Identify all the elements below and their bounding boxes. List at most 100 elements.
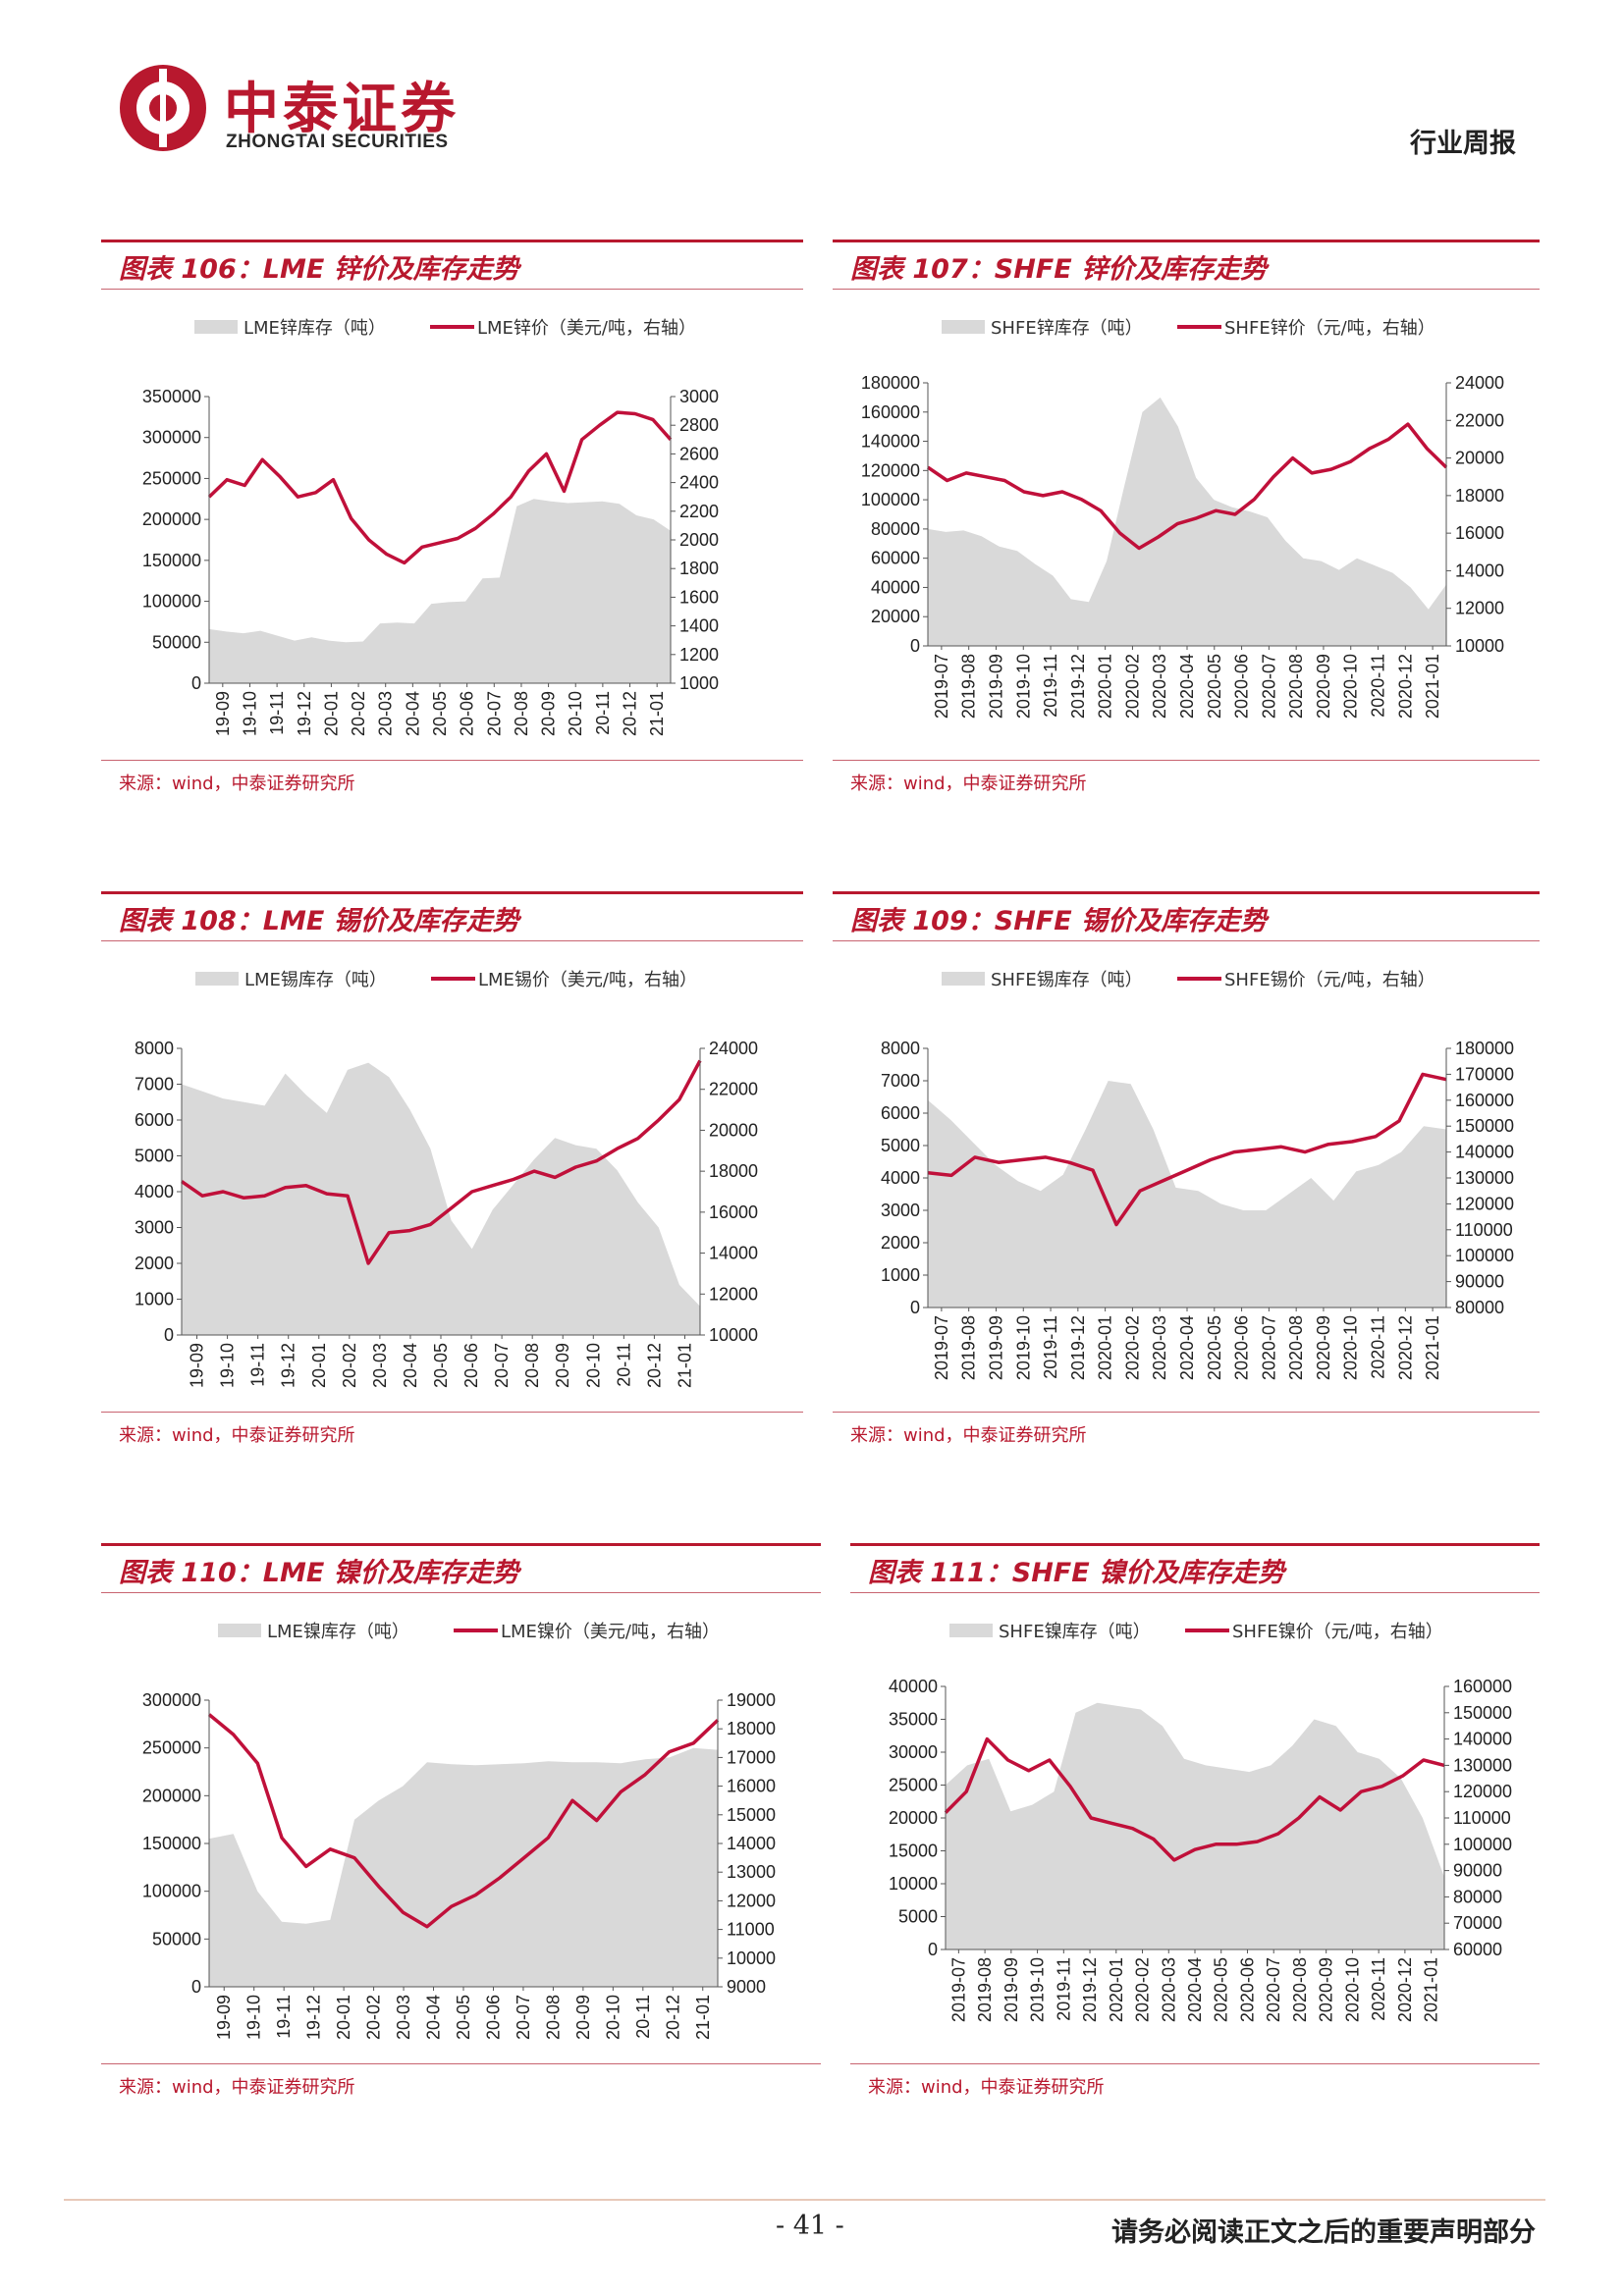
y-left-tick-label: 250000 bbox=[142, 468, 201, 488]
y-right-tick-label: 14000 bbox=[1455, 561, 1504, 580]
y-right-tick-label: 80000 bbox=[1453, 1887, 1502, 1906]
x-tick-label: 2019-11 bbox=[1054, 1957, 1073, 2021]
y-left-tick-label: 100000 bbox=[142, 592, 201, 612]
chart-svg: SHFE锡库存（吨） SHFE锡价（元/吨，右轴） 0 1000 2000 3000 400… bbox=[881, 970, 1514, 1380]
y-left-tick-label: 5000 bbox=[881, 1136, 920, 1155]
y-right-tick-label: 140000 bbox=[1455, 1143, 1514, 1162]
y-left-tick-label: 0 bbox=[191, 673, 201, 693]
panel-top-rule bbox=[850, 1543, 1540, 1546]
legend-stock-swatch bbox=[194, 320, 238, 334]
x-tick-label: 2020-03 bbox=[1159, 1957, 1178, 2022]
y-left-tick-label: 40000 bbox=[871, 577, 920, 597]
y-right-tick-label: 11000 bbox=[727, 1920, 775, 1940]
y-left-tick-label: 4000 bbox=[881, 1168, 920, 1188]
y-left-tick-label: 300000 bbox=[142, 428, 201, 448]
y-right-tick-label: 14000 bbox=[727, 1834, 776, 1853]
y-right-tick-label: 1400 bbox=[679, 616, 719, 636]
chart-legend: SHFE锡库存（吨） SHFE锡价（元/吨，右轴） bbox=[942, 970, 1435, 990]
y-left-tick-label: 8000 bbox=[135, 1039, 174, 1058]
panel-bottom-rule bbox=[833, 1412, 1540, 1413]
x-tick-label: 20-08 bbox=[522, 1343, 542, 1388]
x-tick-label: 2019-07 bbox=[932, 1315, 951, 1380]
x-tick-label: 2020-09 bbox=[1317, 1957, 1336, 2022]
y-right-tick-label: 15000 bbox=[727, 1805, 776, 1825]
x-tick-label: 19-10 bbox=[244, 1995, 264, 2040]
x-tick-label: 20-06 bbox=[458, 691, 477, 736]
legend-stock-label: SHFE镍库存（吨） bbox=[999, 1622, 1151, 1642]
x-tick-label: 20-06 bbox=[461, 1343, 481, 1388]
price-line bbox=[207, 1713, 720, 1929]
legend-price-label: SHFE镍价（元/吨，右轴） bbox=[1232, 1622, 1443, 1642]
chart-panel-106: 图表 106：LME 锌价及库存走势 LME锌库存（吨） LME锌价（美元/吨，右… bbox=[101, 240, 803, 809]
y-left-tick-label: 20000 bbox=[871, 607, 920, 626]
x-tick-label: 2019-10 bbox=[1013, 654, 1033, 719]
y-left-tick-label: 0 bbox=[191, 1977, 201, 1997]
y-right-tick-label: 180000 bbox=[1455, 1039, 1514, 1058]
legend-stock-swatch bbox=[942, 972, 985, 986]
y-right-tick-label: 150000 bbox=[1455, 1116, 1514, 1136]
y-left-tick-label: 1000 bbox=[135, 1290, 174, 1309]
panel-title-rule bbox=[101, 289, 803, 290]
x-tick-label: 19-10 bbox=[218, 1343, 238, 1388]
chart-title: 图表 109：SHFE 锡价及库存走势 bbox=[850, 906, 1268, 936]
x-tick-label: 19-11 bbox=[274, 1995, 294, 2039]
y-right-tick-label: 90000 bbox=[1453, 1861, 1502, 1881]
y-left-tick-label: 2000 bbox=[135, 1254, 174, 1273]
x-tick-label: 20-06 bbox=[483, 1995, 503, 2040]
y-left-tick-label: 15000 bbox=[889, 1842, 938, 1861]
x-tick-label: 2020-06 bbox=[1232, 654, 1252, 719]
y-right-tick-label: 120000 bbox=[1455, 1194, 1514, 1213]
x-tick-label: 2019-10 bbox=[1028, 1957, 1048, 2022]
y-left-tick-label: 30000 bbox=[889, 1742, 938, 1762]
x-tick-label: 2020-01 bbox=[1096, 654, 1115, 719]
chart-source: 来源：wind，中泰证券研究所 bbox=[850, 1425, 1087, 1446]
y-right-tick-label: 120000 bbox=[1453, 1782, 1512, 1801]
x-tick-label: 2021-01 bbox=[1422, 1957, 1441, 2022]
x-tick-label: 20-05 bbox=[431, 1343, 451, 1388]
x-tick-label: 2020-10 bbox=[1342, 1957, 1362, 2022]
panel-bottom-rule bbox=[101, 760, 803, 761]
x-tick-label: 19-10 bbox=[240, 691, 259, 736]
page-number: - 41 - bbox=[776, 2211, 844, 2241]
y-left-tick-label: 3000 bbox=[881, 1201, 920, 1220]
x-tick-label: 19-09 bbox=[214, 1995, 234, 2040]
x-tick-label: 2019-07 bbox=[932, 654, 951, 719]
x-tick-label: 2020-09 bbox=[1314, 654, 1333, 719]
x-tick-label: 20-04 bbox=[424, 1995, 444, 2040]
x-tick-label: 20-03 bbox=[394, 1995, 413, 2040]
panel-bottom-rule bbox=[833, 760, 1540, 761]
x-tick-label: 2020-04 bbox=[1177, 1315, 1197, 1380]
y-right-tick-label: 14000 bbox=[709, 1244, 758, 1263]
y-left-tick-label: 0 bbox=[910, 1298, 920, 1317]
chart-legend: SHFE镍库存（吨） SHFE镍价（元/吨，右轴） bbox=[949, 1622, 1443, 1642]
x-tick-label: 2020-03 bbox=[1150, 1315, 1169, 1380]
panel-top-rule bbox=[833, 891, 1540, 894]
y-left-tick-label: 200000 bbox=[142, 509, 201, 529]
panel-title-rule bbox=[101, 940, 803, 941]
x-tick-label: 20-10 bbox=[566, 691, 585, 736]
x-tick-label: 20-12 bbox=[663, 1995, 682, 2040]
x-tick-label: 2021-01 bbox=[1423, 654, 1442, 719]
chart-svg: LME锌库存（吨） LME锌价（美元/吨，右轴） 0 50000 100000 15000… bbox=[142, 318, 719, 736]
chart-legend: LME锡库存（吨） LME锡价（美元/吨，右轴） bbox=[195, 970, 697, 990]
x-tick-label: 2020-10 bbox=[1341, 654, 1361, 719]
y-right-tick-label: 80000 bbox=[1455, 1298, 1504, 1317]
y-left-tick-label: 25000 bbox=[889, 1776, 938, 1795]
x-tick-label: 2019-11 bbox=[1041, 654, 1060, 718]
x-tick-label: 2019-12 bbox=[1068, 654, 1088, 719]
panel-top-rule bbox=[101, 240, 803, 242]
y-right-tick-label: 110000 bbox=[1453, 1808, 1511, 1828]
x-tick-label: 2020-05 bbox=[1205, 654, 1224, 719]
y-right-tick-label: 19000 bbox=[727, 1690, 776, 1710]
x-tick-label: 20-02 bbox=[349, 691, 368, 736]
panel-title-rule bbox=[101, 1592, 821, 1593]
legend-stock-swatch bbox=[195, 972, 239, 986]
panel-bottom-rule bbox=[850, 2063, 1540, 2064]
x-tick-label: 21-01 bbox=[675, 1343, 694, 1388]
price-line bbox=[927, 1072, 1447, 1227]
x-tick-label: 19-12 bbox=[295, 691, 314, 736]
y-left-tick-label: 6000 bbox=[881, 1103, 920, 1123]
y-right-tick-label: 100000 bbox=[1455, 1246, 1514, 1265]
legend-stock-swatch bbox=[949, 1624, 993, 1637]
price-line bbox=[207, 410, 673, 565]
